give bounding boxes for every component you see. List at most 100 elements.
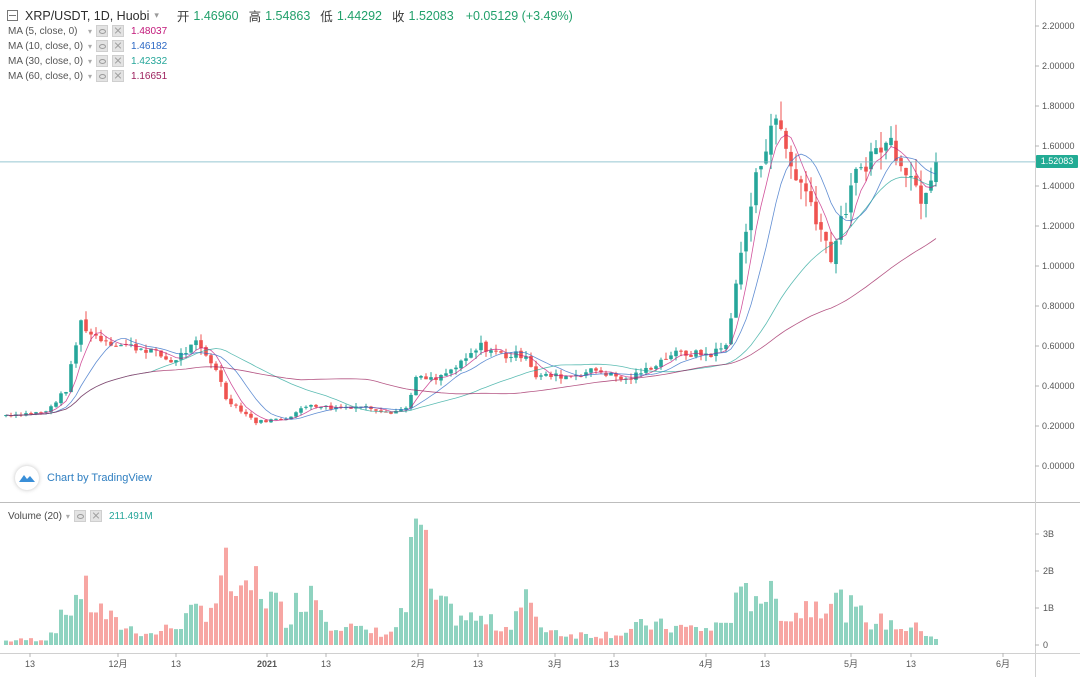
- chevron-down-icon[interactable]: ▾: [65, 511, 70, 521]
- candle: [404, 407, 408, 410]
- volume-bar: [99, 603, 103, 645]
- candle: [494, 350, 498, 352]
- collapse-icon[interactable]: [7, 10, 18, 21]
- volume-bar: [194, 603, 198, 645]
- volume-bar: [389, 631, 393, 645]
- volume-bar: [719, 622, 723, 645]
- candle: [429, 377, 433, 380]
- candles-layer: [4, 101, 938, 426]
- time-axis-label: 12月: [108, 659, 127, 669]
- volume-bar: [514, 611, 518, 645]
- chevron-down-icon[interactable]: ▾: [88, 71, 93, 81]
- candle: [619, 376, 623, 380]
- candle: [234, 404, 238, 406]
- candle: [699, 349, 703, 356]
- volume-bar: [699, 630, 703, 645]
- volume-bar: [309, 585, 313, 645]
- eye-icon[interactable]: [96, 70, 109, 82]
- close-icon[interactable]: [112, 25, 125, 37]
- candle: [729, 318, 733, 345]
- candle: [684, 350, 688, 356]
- volume-bar: [879, 613, 883, 645]
- candle: [654, 366, 658, 369]
- close-icon[interactable]: [112, 70, 125, 82]
- candle: [709, 353, 713, 357]
- volume-bar: [534, 616, 538, 645]
- ma-label: MA (30, close, 0): [8, 55, 84, 67]
- volume-bar: [329, 630, 333, 645]
- volume-bar: [244, 580, 248, 645]
- close-icon[interactable]: [112, 55, 125, 67]
- eye-icon[interactable]: [96, 25, 109, 37]
- volume-bar: [29, 638, 33, 645]
- volume-bar: [489, 614, 493, 645]
- candle: [64, 392, 68, 394]
- candle: [479, 342, 483, 351]
- volume-bar: [739, 586, 743, 645]
- volume-value: 211.491M: [108, 510, 153, 522]
- volume-bar: [199, 605, 203, 645]
- chevron-down-icon[interactable]: ▾: [88, 26, 93, 36]
- eye-icon[interactable]: [96, 55, 109, 67]
- eye-icon[interactable]: [96, 40, 109, 52]
- volume-bar: [314, 600, 318, 645]
- volume-bar: [604, 631, 608, 645]
- ma-row-60[interactable]: MA (60, close, 0) ▾ 1.16651: [8, 70, 167, 82]
- volume-bar: [234, 596, 238, 645]
- chevron-down-icon[interactable]: ▾: [154, 10, 159, 20]
- candle: [454, 367, 458, 370]
- chevron-down-icon[interactable]: ▾: [88, 41, 93, 51]
- volume-bar: [779, 620, 783, 645]
- volume-bar: [659, 618, 663, 645]
- candle: [489, 350, 493, 353]
- close-icon[interactable]: [112, 40, 125, 52]
- candle: [79, 320, 83, 345]
- volume-bar: [684, 626, 688, 645]
- candle: [814, 201, 818, 225]
- candle: [934, 161, 938, 183]
- symbol-header: XRP/USDT, 1D, Huobi ▾ 开 1.46960 高 1.5486…: [7, 6, 573, 25]
- volume-bar: [804, 601, 808, 645]
- time-axis-label: 2月: [411, 659, 425, 669]
- volume-bar: [424, 529, 428, 645]
- ma5-line: [5, 134, 937, 422]
- volume-bar: [864, 622, 868, 645]
- volume-bar: [169, 628, 173, 645]
- volume-bar: [439, 595, 443, 645]
- volume-indicator-row[interactable]: Volume (20) ▾ 211.491M: [8, 510, 153, 522]
- volume-bar: [749, 611, 753, 645]
- candle: [59, 393, 63, 404]
- close-icon[interactable]: [89, 510, 102, 522]
- ma-row-10[interactable]: MA (10, close, 0) ▾ 1.46182: [8, 40, 167, 52]
- volume-bar: [664, 628, 668, 645]
- ma-row-30[interactable]: MA (30, close, 0) ▾ 1.42332: [8, 55, 167, 67]
- volume-bar: [584, 633, 588, 645]
- volume-bar: [419, 524, 423, 645]
- volume-bar: [414, 518, 418, 645]
- candle: [914, 175, 918, 186]
- volume-bar: [79, 599, 83, 645]
- candle: [659, 359, 663, 367]
- volume-bar: [459, 615, 463, 645]
- volume-bar: [184, 613, 188, 645]
- symbol-title[interactable]: XRP/USDT, 1D, Huobi: [25, 8, 150, 23]
- volume-bar: [809, 617, 813, 645]
- eye-icon[interactable]: [73, 510, 86, 522]
- chevron-down-icon[interactable]: ▾: [88, 56, 93, 66]
- volume-bar: [509, 629, 513, 645]
- volume-bar: [449, 603, 453, 645]
- volume-bar: [784, 621, 788, 645]
- volume-bar: [889, 620, 893, 645]
- volume-bar: [599, 638, 603, 645]
- candle: [539, 375, 543, 377]
- tradingview-watermark[interactable]: Chart by TradingView: [15, 466, 152, 490]
- volume-bar: [894, 629, 898, 645]
- volume-bar: [374, 627, 378, 645]
- volume-bar: [454, 625, 458, 645]
- volume-bar: [479, 615, 483, 645]
- volume-bar: [549, 630, 553, 645]
- price-axis-label: 1.20000: [1042, 221, 1075, 231]
- ma-row-5[interactable]: MA (5, close, 0) ▾ 1.48037: [8, 25, 167, 37]
